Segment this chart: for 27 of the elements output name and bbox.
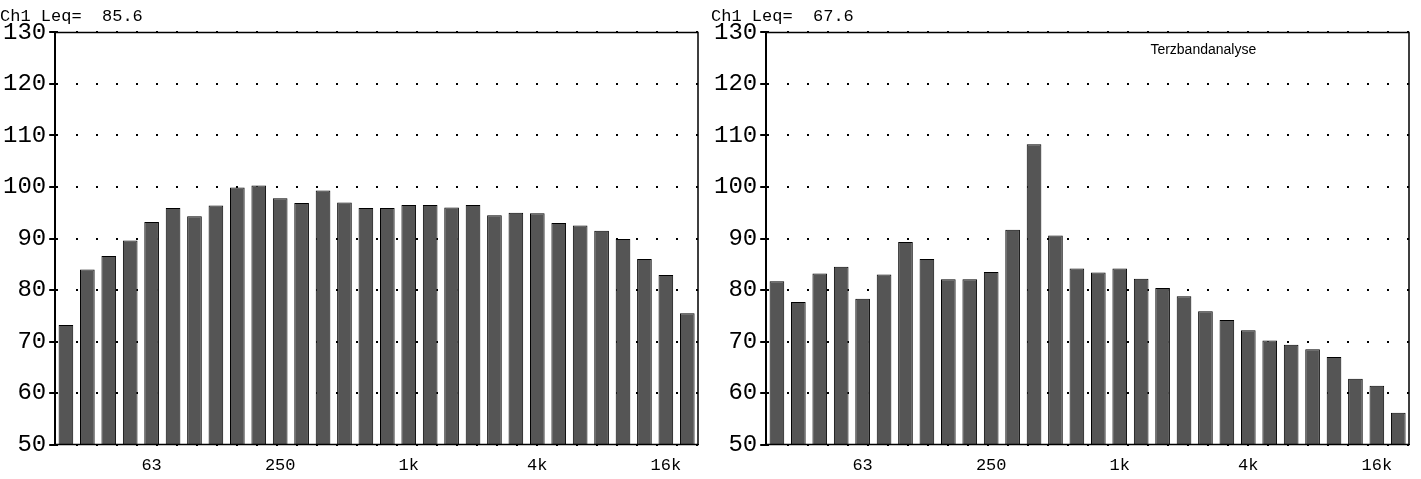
y-tick-label: 90 bbox=[728, 224, 758, 252]
x-tick-label: 63 bbox=[852, 456, 873, 476]
x-tick-label: 1k bbox=[398, 456, 419, 476]
y-tick-label: 100 bbox=[713, 173, 758, 201]
y-tick-label: 120 bbox=[713, 70, 758, 98]
y-tick-label: 110 bbox=[713, 121, 758, 149]
y-tick-label: 50 bbox=[728, 430, 758, 458]
x-tick-label: 16k bbox=[1361, 456, 1393, 476]
x-tick-label: 250 bbox=[264, 456, 296, 476]
y-tick-label: 60 bbox=[17, 379, 47, 407]
x-tick-label: 250 bbox=[975, 456, 1007, 476]
y-tick-label: 120 bbox=[2, 70, 47, 98]
y-tick-label: 70 bbox=[728, 327, 758, 355]
annotation: Terzbandanalyse bbox=[1150, 41, 1257, 58]
x-tick-label: 63 bbox=[141, 456, 162, 476]
y-tick-label: 60 bbox=[728, 379, 758, 407]
y-tick-label: 80 bbox=[17, 276, 47, 304]
x-tick-label: 4k bbox=[1238, 456, 1259, 476]
y-tick-label: 100 bbox=[2, 173, 47, 201]
x-tick-label: 1k bbox=[1109, 456, 1130, 476]
y-tick-label: 50 bbox=[17, 430, 47, 458]
y-tick-label: 70 bbox=[17, 327, 47, 355]
y-tick-label: 80 bbox=[728, 276, 758, 304]
x-tick-label: 4k bbox=[527, 456, 548, 476]
y-tick-label: 90 bbox=[17, 224, 47, 252]
y-tick-label: 110 bbox=[2, 121, 47, 149]
x-tick-label: 16k bbox=[650, 456, 682, 476]
